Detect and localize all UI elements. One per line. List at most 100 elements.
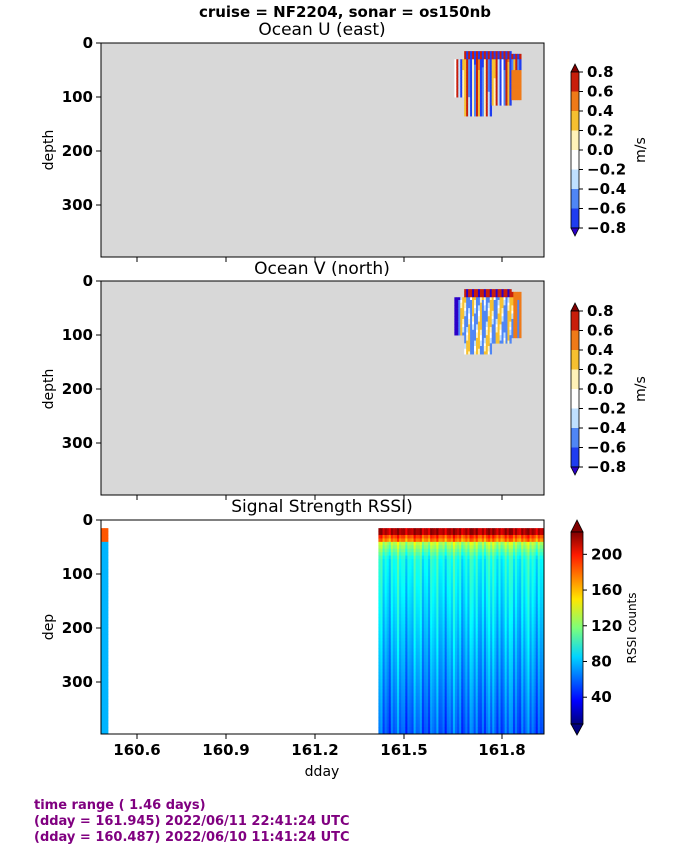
panel-rssi-cell: [442, 634, 446, 639]
panel-rssi-cell: [444, 703, 448, 707]
panel-v-cell: [499, 294, 502, 298]
panel-rssi-cell: [457, 562, 460, 567]
panel-rssi-cell: [394, 709, 398, 714]
panel-rssi-cell: [450, 651, 454, 656]
panel-rssi-cell: [397, 569, 400, 574]
panel-rssi-cell: [442, 620, 446, 625]
panel-rssi-cell: [452, 555, 456, 560]
panel-rssi-cell: [442, 531, 446, 536]
panel-rssi-cell: [388, 579, 392, 584]
panel-rssi-cell: [479, 658, 483, 663]
panel-rssi-cell: [481, 610, 485, 615]
panel-v-cell: [466, 291, 469, 295]
panel-v-colorbar-bin: [571, 350, 579, 370]
panel-rssi-cell: [407, 672, 410, 677]
panel-rssi-cell: [461, 661, 464, 666]
panel-rssi-cell: [423, 552, 427, 556]
panel-rssi-cell: [380, 696, 383, 701]
panel-rssi-cell: [421, 723, 425, 728]
panel-rssi-cell: [477, 559, 481, 563]
panel-rssi-cell: [405, 627, 408, 632]
panel-v-cell: [487, 289, 491, 293]
panel-rssi-cell: [461, 685, 464, 690]
panel-rssi-cell: [426, 675, 429, 680]
panel-rssi-cell: [104, 713, 109, 718]
panel-v-cell: [468, 340, 471, 344]
panel-rssi-cell: [423, 637, 427, 642]
panel-rssi-cell: [438, 679, 441, 683]
panel-v-cell: [511, 302, 514, 306]
panel-rssi-cell: [413, 658, 417, 663]
panel-rssi-cell: [477, 607, 481, 611]
panel-rssi-cell: [446, 596, 450, 601]
panel-v-cell: [489, 329, 493, 333]
panel-rssi-cell: [471, 644, 475, 649]
panel-rssi-cell: [415, 692, 419, 697]
panel-rssi-cell: [421, 586, 425, 591]
panel-rssi-cell: [399, 589, 402, 594]
panel-rssi-cell: [419, 665, 423, 670]
panel-rssi-cell: [430, 617, 433, 622]
panel-rssi-cell: [473, 528, 477, 532]
panel-rssi-cell: [432, 637, 435, 642]
panel-rssi-cell: [386, 534, 390, 539]
panel-rssi-cell: [388, 624, 392, 629]
panel-rssi-cell: [457, 534, 460, 539]
panel-rssi-cell: [434, 720, 437, 725]
panel-rssi-cell: [413, 727, 417, 731]
panel-rssi-cell: [397, 679, 400, 683]
panel-u-cell: [515, 67, 518, 71]
panel-rssi-cell: [490, 655, 493, 659]
panel-rssi-cell: [432, 552, 435, 556]
panel-rssi-cell: [403, 658, 406, 663]
panel-v-cell: [466, 316, 469, 320]
panel-u-cell: [505, 99, 508, 103]
panel-v-cell: [495, 329, 498, 333]
panel-rssi-cell: [486, 727, 489, 731]
panel-u-cell: [474, 99, 477, 103]
panel-rssi-cell: [419, 658, 423, 663]
panel-u-cell: [466, 89, 469, 93]
panel-rssi-cell: [403, 613, 406, 618]
panel-rssi-cell: [419, 672, 423, 677]
panel-rssi-cell: [388, 644, 392, 649]
panel-rssi-cell: [411, 627, 414, 632]
panel-rssi-cell: [104, 675, 109, 680]
panel-rssi-cell: [490, 624, 493, 629]
panel-rssi-cell: [469, 548, 472, 553]
panel-u-colorbar-bin: [571, 169, 579, 189]
panel-rssi-cell: [419, 692, 423, 697]
panel-rssi-cell: [380, 596, 383, 601]
panel-v-cell: [517, 294, 520, 298]
panel-rssi-cell: [390, 706, 394, 711]
panel-rssi-cell: [388, 565, 392, 570]
panel-rssi-cell: [436, 668, 439, 673]
panel-rssi-cell: [403, 631, 406, 635]
panel-u-cell: [464, 99, 467, 103]
panel-rssi-cell: [434, 699, 437, 704]
panel-rssi-cell: [467, 644, 470, 649]
panel-v-cell: [464, 297, 467, 301]
panel-v-heatmap: [454, 289, 522, 355]
panel-v-cell: [489, 346, 493, 350]
panel-rssi-cell: [426, 555, 429, 560]
panel-rssi-cell: [419, 679, 423, 683]
panel-u-cell: [503, 53, 506, 57]
panel-rssi-cell: [392, 562, 396, 567]
panel-rssi-cell: [399, 689, 402, 694]
panel-v-colorbar-bin: [571, 408, 579, 428]
panel-rssi-cell: [473, 586, 477, 591]
panel-rssi-cell: [399, 648, 402, 653]
panel-rssi-cell: [446, 569, 450, 574]
panel-rssi-cell: [401, 713, 404, 718]
panel-rssi-cell: [378, 720, 381, 725]
panel-u-cell: [487, 108, 491, 112]
panel-rssi-cell: [475, 723, 479, 728]
panel-rssi-cell: [471, 699, 475, 704]
panel-u-cell: [489, 94, 493, 98]
panel-rssi-cell: [469, 545, 472, 550]
panel-rssi-cell: [394, 579, 398, 584]
panel-v-cell: [489, 321, 493, 325]
panel-v-cell: [470, 313, 473, 317]
panel-rssi-cell: [386, 696, 390, 701]
